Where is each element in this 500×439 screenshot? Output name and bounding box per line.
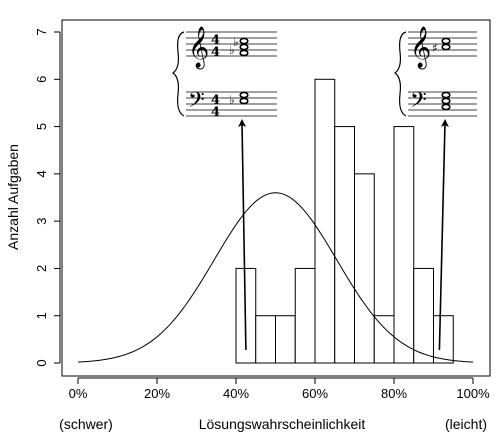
flat-sign-treble-icon-2: ♭: [233, 35, 239, 49]
chord-treble-right: [441, 37, 451, 51]
arrow-left: [238, 119, 247, 351]
y-tick-label-4: 4: [34, 170, 49, 177]
normal-curve: [77, 192, 474, 363]
bass-clef-icon-right: 𝄢: [410, 88, 427, 118]
bar-6: [354, 173, 375, 364]
y-tick-label-1: 1: [34, 312, 49, 319]
x-axis-title: Lösungswahrscheinlichkeit: [199, 416, 366, 432]
bar-7: [373, 315, 395, 364]
time-signature-bottom-bass: 4: [211, 105, 220, 120]
chord-treble-left: [239, 37, 249, 57]
x-axis-left-label: (schwer): [59, 416, 113, 432]
normal-curve-layer: [77, 192, 474, 363]
arrow-right: [438, 119, 449, 351]
bass-clef-icon: 𝄢: [188, 88, 205, 118]
bar-9: [413, 267, 434, 364]
y-tick-label-3: 3: [34, 218, 49, 225]
y-tick-label-2: 2: [34, 265, 49, 272]
x-axis: 0% 20% 40% 60% 80% 100%: [69, 377, 490, 401]
treble-clef-icon-right: 𝄞: [410, 26, 431, 69]
treble-staff-right: [408, 31, 477, 57]
plot-frame: [61, 19, 491, 377]
flat-sign-treble-icon: ♭: [229, 43, 235, 57]
bass-staff-right: [408, 91, 477, 117]
chord-bass-left: [239, 91, 249, 105]
x-tick-label-5: 100%: [456, 386, 490, 401]
y-axis-title: Anzahl Aufgaben: [5, 144, 21, 250]
y-tick-label-6: 6: [34, 76, 49, 83]
y-axis: 0 1 2 3 4 5 6 7: [34, 28, 61, 367]
plot-border: [61, 19, 491, 377]
bar-4: [314, 78, 336, 364]
score-inset-right: 𝄞 𝄢 ♯: [393, 26, 478, 122]
y-tick-label-5: 5: [34, 123, 49, 130]
time-signature-bottom-treble: 4: [211, 45, 220, 60]
time-signature-top-bass: 4: [211, 93, 220, 108]
score-inset-left: 𝄞 𝄢 4 4 4 4 ♭ ♭ ♭: [171, 26, 278, 122]
sharp-sign-icon: ♯: [432, 41, 438, 55]
x-tick-label-2: 40%: [223, 386, 249, 401]
histogram-bars: [235, 78, 454, 364]
y-tick-label-7: 7: [34, 28, 49, 35]
x-tick-label-1: 20%: [144, 386, 170, 401]
chord-bass-right: [441, 91, 451, 111]
bar-10: [433, 315, 454, 364]
treble-clef-icon: 𝄞: [188, 26, 209, 69]
y-tick-label-0: 0: [34, 359, 49, 366]
x-tick-label-0: 0%: [69, 386, 88, 401]
treble-staff-left: [186, 31, 277, 57]
bass-staff-left: [186, 91, 277, 117]
time-signature-top-treble: 4: [211, 33, 220, 48]
x-tick-label-4: 80%: [381, 386, 407, 401]
x-tick-label-3: 60%: [302, 386, 328, 401]
flat-sign-bass-icon: ♭: [229, 93, 235, 107]
bar-8: [393, 126, 415, 364]
system-brace-left: [171, 31, 185, 117]
bar-3: [294, 267, 316, 364]
bar-2: [275, 315, 296, 364]
annotation-arrows: [238, 119, 449, 351]
bar-1: [255, 315, 276, 364]
system-brace-right: [393, 31, 407, 117]
x-axis-right-label: (leicht): [445, 416, 487, 432]
bar-5: [334, 126, 355, 364]
